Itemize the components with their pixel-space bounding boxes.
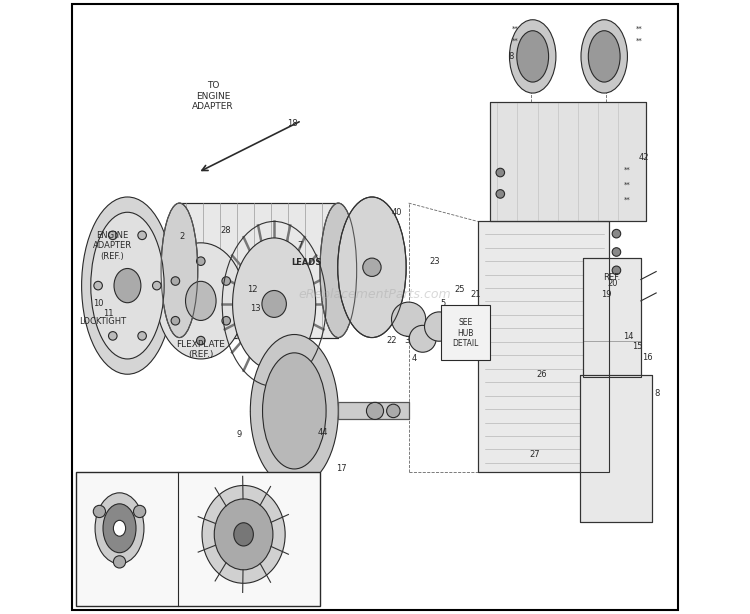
Text: 4: 4 <box>412 354 417 363</box>
Ellipse shape <box>424 312 454 341</box>
Text: 24: 24 <box>225 503 234 508</box>
Text: 19: 19 <box>601 290 611 299</box>
Text: 42: 42 <box>639 153 650 161</box>
Ellipse shape <box>214 499 273 570</box>
Text: TIE-WRAPS &
SLEEVE (I/N:37)
IN PLACE: TIE-WRAPS & SLEEVE (I/N:37) IN PLACE <box>94 476 154 507</box>
Text: eReplacementParts.com: eReplacementParts.com <box>298 289 452 301</box>
Bar <box>580 375 652 522</box>
Text: **: ** <box>512 26 519 32</box>
Ellipse shape <box>517 31 548 82</box>
Ellipse shape <box>82 197 173 375</box>
Ellipse shape <box>113 556 125 568</box>
Ellipse shape <box>222 277 230 286</box>
Text: 3: 3 <box>405 336 410 345</box>
Ellipse shape <box>91 212 164 359</box>
Text: 28: 28 <box>220 226 230 235</box>
Ellipse shape <box>320 203 357 338</box>
Ellipse shape <box>588 31 620 82</box>
Ellipse shape <box>234 523 254 546</box>
Text: 31: 31 <box>204 495 213 500</box>
Text: 44: 44 <box>318 428 328 437</box>
Text: 7: 7 <box>298 241 303 251</box>
Text: REF.: REF. <box>604 273 621 282</box>
Text: 39: 39 <box>186 511 195 516</box>
Text: 1: 1 <box>262 497 268 506</box>
Text: 5: 5 <box>441 299 446 308</box>
Text: **: ** <box>636 38 643 44</box>
Text: 26: 26 <box>536 370 547 379</box>
Text: 22: 22 <box>387 336 398 345</box>
Text: 34: 34 <box>254 499 262 504</box>
Ellipse shape <box>171 316 180 325</box>
Ellipse shape <box>392 302 426 336</box>
Ellipse shape <box>338 197 406 338</box>
Bar <box>478 222 609 472</box>
Text: 8: 8 <box>508 52 514 61</box>
Text: 12: 12 <box>248 286 258 294</box>
FancyBboxPatch shape <box>441 305 490 360</box>
Ellipse shape <box>262 290 286 317</box>
Ellipse shape <box>410 325 436 352</box>
Ellipse shape <box>138 332 146 340</box>
Text: **: ** <box>623 197 630 203</box>
Text: 18: 18 <box>287 119 298 128</box>
Text: 29: 29 <box>213 503 222 508</box>
Bar <box>478 222 609 472</box>
Text: 10: 10 <box>94 299 104 308</box>
Ellipse shape <box>496 190 505 198</box>
Text: 15: 15 <box>632 342 643 351</box>
Text: SEE
HUB
DETAIL: SEE HUB DETAIL <box>452 319 478 348</box>
Bar <box>583 258 641 377</box>
Bar <box>583 258 641 377</box>
Ellipse shape <box>109 332 117 340</box>
Text: 23: 23 <box>430 257 440 266</box>
Bar <box>490 103 646 222</box>
Ellipse shape <box>109 231 117 239</box>
Ellipse shape <box>114 268 141 303</box>
Text: 41: 41 <box>233 507 242 513</box>
Bar <box>76 472 320 607</box>
Ellipse shape <box>196 257 205 265</box>
Bar <box>338 402 409 419</box>
Text: 16: 16 <box>642 352 653 362</box>
Text: 30: 30 <box>200 505 209 510</box>
Bar <box>338 402 409 419</box>
Text: TO
ENGINE
ADAPTER: TO ENGINE ADAPTER <box>192 81 234 111</box>
Text: 13: 13 <box>251 304 261 313</box>
Ellipse shape <box>612 266 621 274</box>
Text: 14: 14 <box>623 332 634 341</box>
Ellipse shape <box>134 505 146 518</box>
Ellipse shape <box>363 258 381 276</box>
Text: ROTOR
LEADS: ROTOR LEADS <box>190 542 215 555</box>
Ellipse shape <box>93 505 106 518</box>
Text: 36: 36 <box>247 492 256 498</box>
Ellipse shape <box>185 281 216 321</box>
Text: 9: 9 <box>237 430 242 438</box>
Text: 2: 2 <box>180 232 185 241</box>
Text: 38: 38 <box>220 565 230 572</box>
Bar <box>580 375 652 522</box>
Ellipse shape <box>581 20 628 93</box>
Text: **: ** <box>636 26 643 32</box>
Ellipse shape <box>612 230 621 238</box>
Text: HUB DETAIL: HUB DETAIL <box>208 597 263 606</box>
Ellipse shape <box>222 316 230 325</box>
Text: 27: 27 <box>530 451 541 459</box>
Ellipse shape <box>103 504 136 553</box>
Text: 33: 33 <box>272 561 280 567</box>
Text: 30: 30 <box>266 519 275 525</box>
Ellipse shape <box>496 168 505 177</box>
Ellipse shape <box>509 20 556 93</box>
Ellipse shape <box>367 402 383 419</box>
Ellipse shape <box>113 520 125 536</box>
Ellipse shape <box>251 335 338 488</box>
Ellipse shape <box>612 247 621 256</box>
Text: 17: 17 <box>336 464 346 473</box>
Text: 8: 8 <box>655 389 660 398</box>
Ellipse shape <box>157 243 244 359</box>
Text: FLEXPLATE
(REF.): FLEXPLATE (REF.) <box>176 340 225 359</box>
Ellipse shape <box>386 404 400 418</box>
Text: 21: 21 <box>470 290 481 299</box>
Text: 11: 11 <box>103 309 113 317</box>
Text: 37: 37 <box>200 559 209 565</box>
